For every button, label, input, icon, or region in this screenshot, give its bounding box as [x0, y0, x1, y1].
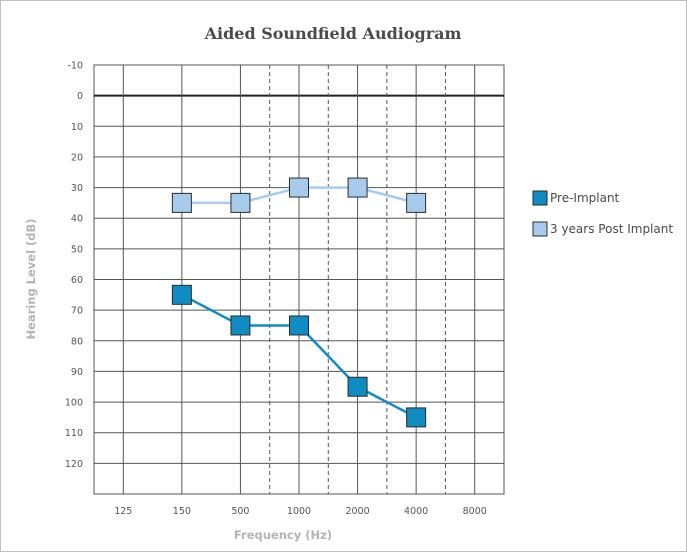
- data-point: [230, 192, 251, 213]
- data-point: [230, 315, 251, 336]
- legend-swatch: [532, 190, 548, 206]
- y-tick-labels: -10 0 10 20 30 40 50 60 70 80 90 100 110 120: [65, 61, 83, 470]
- x-tick-label: 2000: [345, 506, 369, 517]
- y-tick-label: 100: [65, 398, 83, 409]
- series-points: [171, 177, 427, 428]
- x-tick-label: 8000: [463, 506, 487, 517]
- y-tick-label: 50: [71, 244, 83, 255]
- x-tick-label: 150: [173, 506, 191, 517]
- data-point: [289, 177, 309, 198]
- y-tick-label: 70: [71, 306, 83, 317]
- data-point: [171, 284, 192, 305]
- x-tick-label: 4000: [404, 506, 428, 517]
- legend-item: Pre-Implant: [532, 190, 620, 206]
- y-tick-label: 60: [71, 275, 83, 286]
- data-point: [171, 192, 192, 213]
- grid: [93, 64, 505, 495]
- x-tick-label: 125: [114, 506, 132, 517]
- y-tick-label: -10: [67, 61, 83, 72]
- legend-label: Pre-Implant: [550, 191, 620, 205]
- data-point: [406, 407, 427, 428]
- y-tick-label: 90: [71, 367, 83, 378]
- x-tick-labels: 125 150 500 1000 2000 4000 8000: [114, 506, 487, 517]
- x-tick-label: 500: [231, 506, 249, 517]
- y-tick-label: 80: [71, 336, 83, 347]
- chart-title: Aided Soundfield Audiogram: [204, 24, 462, 43]
- y-tick-label: 110: [65, 428, 83, 439]
- y-tick-label: 20: [71, 152, 83, 163]
- data-point: [347, 376, 368, 397]
- x-axis-label: Frequency (Hz): [234, 528, 332, 542]
- data-point: [289, 315, 309, 336]
- legend-label: 3 years Post Implant: [550, 222, 673, 236]
- y-tick-label: 120: [65, 459, 83, 470]
- data-point: [406, 192, 427, 213]
- y-tick-label: 10: [71, 122, 83, 133]
- x-tick-label: 1000: [287, 506, 311, 517]
- legend-swatch: [532, 221, 548, 237]
- y-tick-label: 30: [71, 183, 83, 194]
- y-tick-label: 40: [71, 214, 83, 225]
- legend-item: 3 years Post Implant: [532, 221, 673, 237]
- y-tick-label: 0: [77, 91, 83, 102]
- legend: Pre-Implant 3 years Post Implant: [532, 190, 673, 237]
- data-point: [347, 177, 368, 198]
- y-axis-label: Hearing Level (dB): [24, 218, 38, 339]
